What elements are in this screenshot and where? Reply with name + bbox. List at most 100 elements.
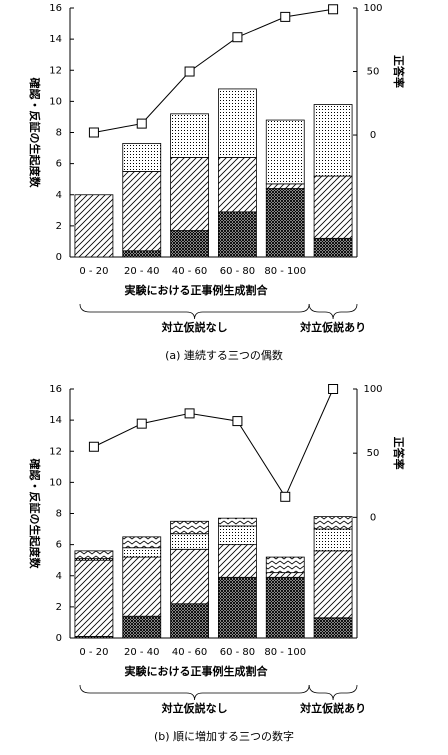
marker [232, 416, 243, 427]
x-tick-label: 20 - 40 [124, 647, 159, 658]
x-tick-label: 80 - 100 [264, 266, 306, 277]
y-tick-label: 6 [56, 540, 62, 551]
y-tick-label: 4 [56, 571, 62, 582]
bar-segment [170, 548, 209, 605]
bar-segment [313, 104, 353, 177]
marker [88, 127, 99, 138]
bar-segment [170, 156, 209, 231]
x-tick-label: 20 - 40 [124, 266, 159, 277]
x-axis-title: 実験における正事例生成割合 [125, 664, 269, 678]
bar-segment [74, 559, 114, 637]
y-tick-label: 16 [49, 384, 62, 395]
y-tick-label: 0 [56, 633, 62, 644]
bar-segment [218, 517, 257, 527]
bar-segment [74, 194, 114, 258]
marker [328, 384, 339, 394]
y2-tick-label: 50 [367, 448, 380, 459]
x-tick-label: 60 - 80 [220, 266, 255, 277]
bar-segment [218, 576, 257, 639]
bar-segment [122, 171, 162, 252]
bar-segment [74, 550, 114, 560]
marker [184, 408, 195, 419]
bar-segment [313, 550, 353, 619]
brace [79, 684, 310, 701]
y2-tick-label: 50 [367, 67, 380, 78]
bar-segment [265, 576, 305, 639]
bar-segment [170, 230, 209, 258]
y-tick-label: 2 [56, 602, 62, 613]
y2-axis-title: 正答率 [392, 437, 406, 470]
x-tick-label: 40 - 60 [172, 266, 207, 277]
marker [88, 441, 99, 452]
y-tick-label: 6 [56, 159, 62, 170]
x-tick-label: 0 - 20 [79, 266, 108, 277]
y-tick-label: 10 [49, 96, 62, 107]
bar-segment [122, 556, 162, 617]
bar-segment [170, 113, 209, 158]
bar-segment [218, 544, 257, 578]
group-label: 対立仮説なし [161, 320, 228, 334]
group-label: 対立仮説なし [161, 701, 228, 715]
y2-axis-title: 正答率 [392, 55, 406, 88]
x-tick-label: 60 - 80 [220, 647, 255, 658]
caption: (b) 順に増加する三つの数字 [154, 729, 294, 743]
caption: (a) 連続する三つの偶数 [165, 348, 283, 362]
brace [308, 684, 358, 701]
group-label: 対立仮説あり [299, 320, 366, 334]
y2-tick-label: 0 [370, 130, 376, 141]
y2-tick-label: 0 [370, 512, 376, 523]
brace [79, 303, 310, 320]
bar-segment [170, 603, 209, 639]
bar-segment [218, 525, 257, 546]
bar-segment [218, 211, 257, 258]
brace [308, 303, 358, 320]
bar-segment [265, 188, 305, 258]
y-tick-label: 4 [56, 190, 62, 201]
bar-segment [122, 142, 162, 172]
bar-segment [313, 516, 353, 530]
bar-segment [122, 536, 162, 549]
y-tick-label: 14 [49, 34, 62, 45]
y-tick-label: 16 [49, 3, 62, 14]
marker [136, 418, 147, 429]
marker [280, 11, 291, 22]
bar-segment [265, 572, 305, 578]
bar-segment [313, 617, 353, 639]
y-axis-title: 確認・反証の生起度数 [28, 459, 42, 570]
y-tick-label: 0 [56, 252, 62, 263]
bar-segment [170, 533, 209, 550]
bar-segment [313, 237, 353, 258]
y-axis-title: 確認・反証の生起度数 [28, 78, 42, 189]
group-label: 対立仮説あり [299, 701, 366, 715]
marker [232, 32, 243, 43]
bar-segment [122, 615, 162, 639]
x-tick-label: 40 - 60 [172, 647, 207, 658]
x-axis-title: 実験における正事例生成割合 [125, 283, 269, 297]
bar-segment [265, 556, 305, 574]
bar-segment [218, 156, 257, 213]
bar-segment [265, 119, 305, 185]
bar-segment [218, 88, 257, 158]
y-tick-label: 2 [56, 221, 62, 232]
y-tick-label: 8 [56, 128, 62, 139]
bar-segment [122, 250, 162, 258]
bar-segment [313, 175, 353, 239]
bar-segment [122, 547, 162, 558]
x-tick-label: 80 - 100 [264, 647, 306, 658]
y-tick-label: 8 [56, 509, 62, 520]
y-tick-label: 12 [49, 65, 62, 76]
y2-tick-label: 100 [363, 384, 382, 395]
y2-tick-label: 100 [363, 3, 382, 14]
x-tick-label: 0 - 20 [79, 647, 108, 658]
bar-segment [313, 528, 353, 552]
bar-segment [170, 520, 209, 535]
marker [136, 118, 147, 129]
line [93, 388, 334, 498]
y-tick-label: 12 [49, 446, 62, 457]
y-tick-label: 14 [49, 415, 62, 426]
marker [280, 491, 291, 502]
line [93, 8, 334, 133]
marker [184, 66, 195, 77]
y-tick-label: 10 [49, 477, 62, 488]
